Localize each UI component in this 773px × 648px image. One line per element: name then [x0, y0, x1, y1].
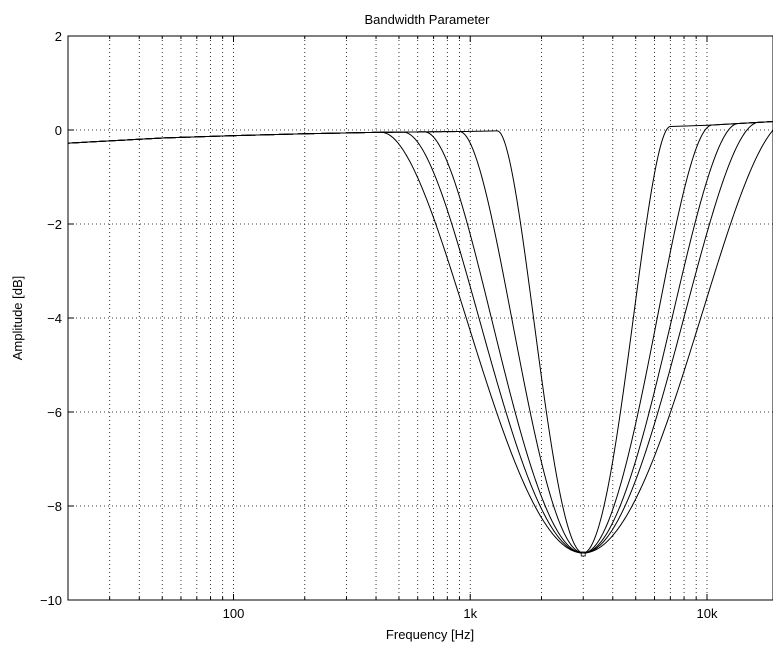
- y-tick-label: 2: [55, 29, 62, 44]
- x-axis-label: Frequency [Hz]: [386, 627, 474, 642]
- y-tick-label: −6: [47, 405, 62, 420]
- series-line-3: [67, 121, 773, 554]
- y-tick-label: −4: [47, 311, 62, 326]
- x-tick-label: 10k: [697, 606, 718, 621]
- y-axis-label: Amplitude [dB]: [10, 276, 25, 361]
- ticks: 2 0 −2 −4 −6 −8 −10 100 1k 10k: [40, 29, 718, 621]
- y-tick-label: −10: [40, 593, 62, 608]
- grid: [68, 36, 773, 600]
- y-tick-label: 0: [55, 123, 62, 138]
- y-tick-label: −8: [47, 499, 62, 514]
- y-tick-label: −2: [47, 217, 62, 232]
- x-tick-label: 100: [223, 606, 245, 621]
- chart-title: Bandwidth Parameter: [364, 12, 490, 27]
- dip-marker: [580, 551, 586, 557]
- curves: [67, 121, 773, 557]
- series-line-5: [67, 129, 773, 554]
- x-tick-label: 1k: [463, 606, 477, 621]
